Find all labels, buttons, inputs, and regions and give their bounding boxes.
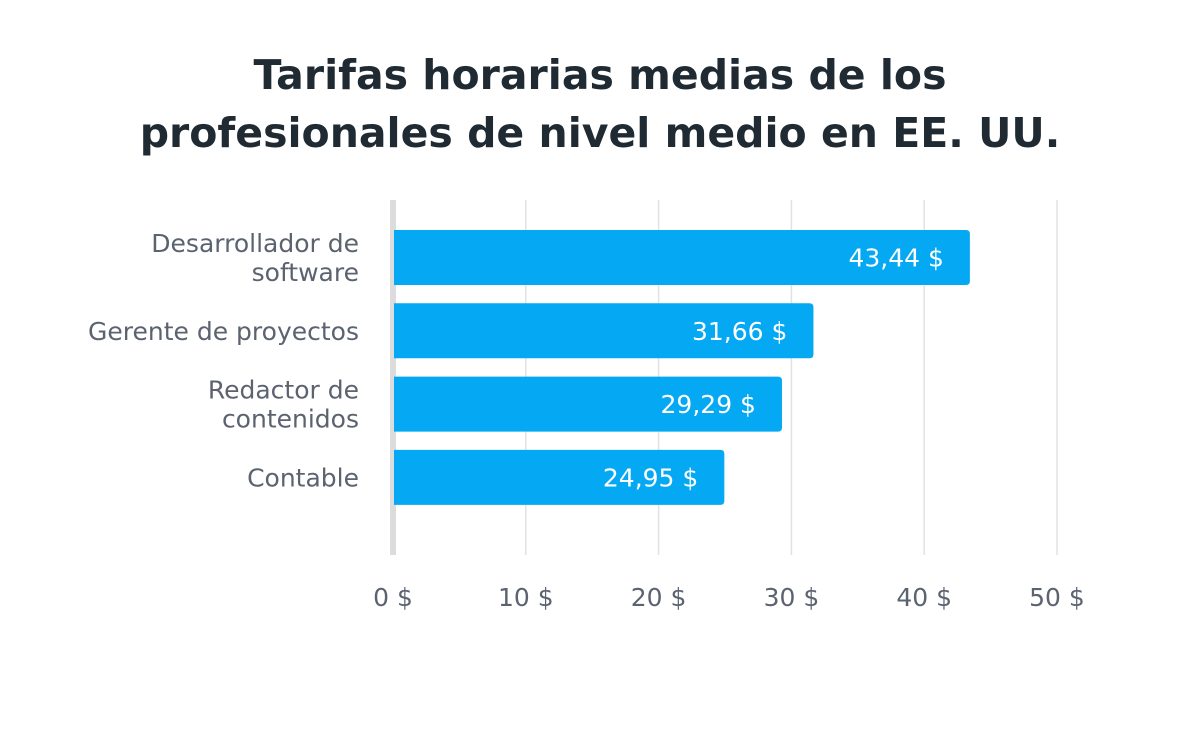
bar-value-label: 29,29 $ (661, 390, 756, 419)
category-label: contenidos (222, 405, 359, 434)
category-label: Redactor de (208, 376, 359, 405)
x-tick-label: 0 $ (373, 583, 413, 612)
category-label: Contable (247, 463, 359, 492)
x-tick-label: 30 $ (764, 583, 820, 612)
chart-title-line-1: Tarifas horarias medias de los (253, 51, 947, 99)
chart-title-line-2: profesionales de nivel medio en EE. UU. (139, 109, 1061, 157)
category-label: Desarrollador de (151, 229, 359, 258)
bar (394, 449, 725, 505)
bar-value-label: 24,95 $ (603, 463, 698, 492)
category-label: Gerente de proyectos (88, 317, 359, 346)
chart-title: Tarifas horarias medias de los profesion… (0, 46, 1200, 162)
bar (394, 376, 782, 432)
bar (394, 303, 814, 359)
bar-value-label: 31,66 $ (692, 317, 787, 346)
bar (394, 230, 970, 285)
x-tick-label: 40 $ (896, 583, 952, 612)
x-tick-label: 50 $ (1029, 583, 1085, 612)
bar-value-label: 43,44 $ (848, 244, 943, 273)
x-tick-label: 20 $ (631, 583, 687, 612)
category-label: software (252, 258, 359, 287)
x-tick-label: 10 $ (498, 583, 554, 612)
